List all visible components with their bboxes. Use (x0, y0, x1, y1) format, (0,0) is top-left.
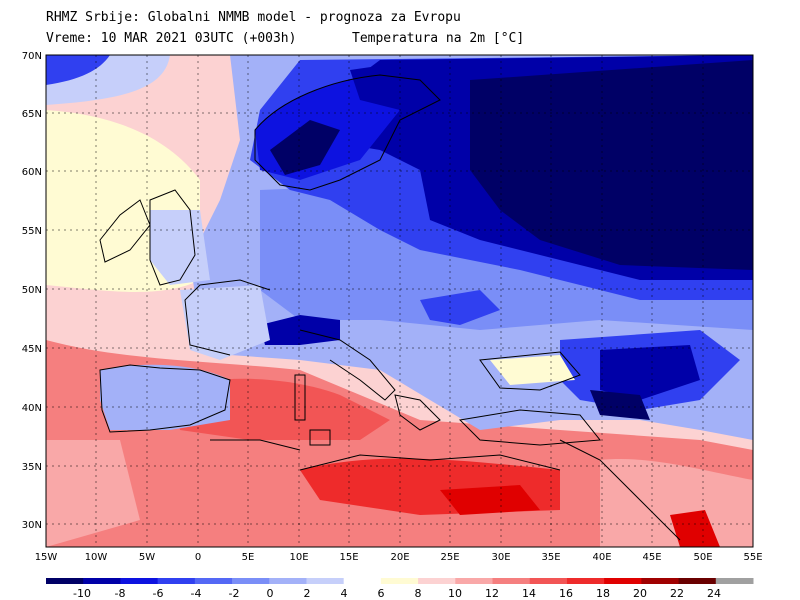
legend-swatch (529, 578, 568, 584)
legend-label: 6 (378, 587, 385, 600)
lat-label: 55N (22, 226, 42, 237)
legend-swatch (120, 578, 159, 584)
legend-labels: -10 -8 -6 -4 -2 0 2 4 6 8 10 12 14 16 18… (73, 587, 721, 600)
legend-swatch (380, 578, 419, 584)
legend-label: -8 (115, 587, 126, 600)
legend-label: 22 (670, 587, 684, 600)
legend-label: 24 (707, 587, 721, 600)
legend-swatch (566, 578, 605, 584)
legend-label: 4 (341, 587, 348, 600)
title-line-2-time: Vreme: 10 MAR 2021 03UTC (+003h) (46, 31, 297, 46)
legend-swatches (46, 578, 754, 584)
lon-label: 55E (743, 552, 762, 563)
title-line-1: RHMZ Srbije: Globalni NMMB model - progn… (46, 10, 461, 25)
legend-swatch (604, 578, 642, 584)
legend-swatch (492, 578, 531, 584)
lon-label: 10E (289, 552, 308, 563)
lat-label: 60N (22, 167, 42, 178)
temperature-field (46, 55, 753, 547)
legend-label: 10 (448, 587, 462, 600)
legend-swatch (232, 578, 270, 584)
legend-swatch (83, 578, 121, 584)
lon-label: 5W (139, 552, 155, 563)
lat-label: 45N (22, 344, 42, 355)
legend-swatch (418, 578, 456, 584)
legend-swatch (306, 578, 345, 584)
graticule (46, 55, 753, 547)
lon-label: 5E (242, 552, 255, 563)
map-frame (45, 54, 754, 548)
lon-label: 35E (541, 552, 560, 563)
title-line-2-variable: Temperatura na 2m [°C] (352, 31, 525, 46)
legend-label: 18 (596, 587, 610, 600)
legend-label: -10 (73, 587, 91, 600)
legend-label: -4 (191, 587, 202, 600)
lat-label: 65N (22, 109, 42, 120)
legend-swatch (641, 578, 680, 584)
legend-label: 0 (267, 587, 274, 600)
coastlines (99, 74, 681, 541)
lat-label: 40N (22, 403, 42, 414)
legend-label: 14 (522, 587, 536, 600)
lon-label: 20E (390, 552, 409, 563)
legend-label: -6 (153, 587, 164, 600)
lon-label: 0 (195, 552, 201, 563)
legend-label: 20 (633, 587, 647, 600)
lat-label: 30N (22, 520, 42, 531)
lon-label: 10W (85, 552, 108, 563)
latitude-labels: 70N 65N 60N 55N 50N 45N 40N 35N 30N (22, 51, 42, 531)
legend-swatch (678, 578, 717, 584)
legend-swatch (455, 578, 494, 584)
lon-label: 15W (35, 552, 58, 563)
legend-swatch (46, 578, 84, 584)
legend-swatch (157, 578, 196, 584)
lat-label: 70N (22, 51, 42, 62)
lat-label: 35N (22, 462, 42, 473)
legend-label: 2 (304, 587, 311, 600)
lon-label: 45E (642, 552, 661, 563)
legend-swatch (194, 578, 233, 584)
lon-label: 40E (592, 552, 611, 563)
lon-label: 50E (693, 552, 712, 563)
longitude-labels: 15W 10W 5W 0 5E 10E 15E 20E 25E 30E 35E … (35, 552, 763, 563)
legend-label: 8 (415, 587, 422, 600)
legend-label: -2 (229, 587, 240, 600)
color-legend: -10 -8 -6 -4 -2 0 2 4 6 8 10 12 14 16 18… (46, 578, 754, 600)
legend-swatch (343, 578, 382, 584)
lon-label: 30E (491, 552, 510, 563)
legend-label: 12 (485, 587, 499, 600)
legend-swatch (715, 578, 754, 584)
lon-label: 15E (339, 552, 358, 563)
lat-label: 50N (22, 285, 42, 296)
legend-swatch (269, 578, 307, 584)
legend-label: 16 (559, 587, 573, 600)
lon-label: 25E (440, 552, 459, 563)
